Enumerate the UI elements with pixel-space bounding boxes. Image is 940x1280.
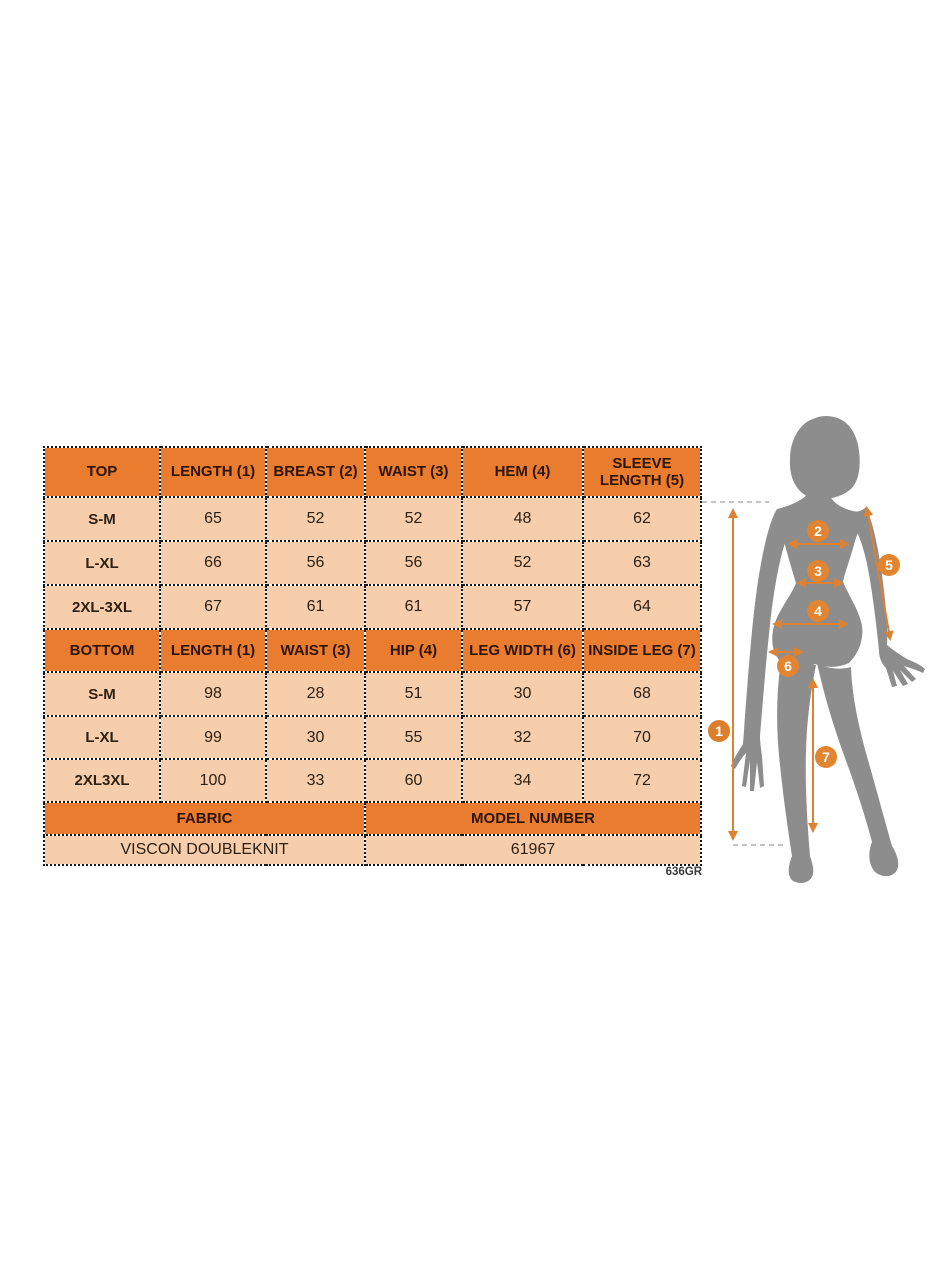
table-cell: 56 [364,540,463,586]
table-cell: 65 [159,496,267,542]
table-row: 2XL3XL 100 33 60 34 72 [43,758,702,803]
top-row-size: 2XL-3XL [43,584,161,630]
product-code: 636GR [665,866,702,878]
table-row: L-XL 99 30 55 32 70 [43,715,702,760]
table-cell: 60 [364,758,463,803]
bottom-header-inside-leg: INSIDE LEG (7) [582,628,702,673]
marker-circle-7 [815,746,837,768]
woman-silhouette [731,415,925,883]
footer-header-row: FABRIC MODEL NUMBER [43,801,702,836]
table-cell: 33 [265,758,366,803]
table-cell: 72 [582,758,702,803]
table-cell: 67 [159,584,267,630]
marker-circle-1 [708,720,730,742]
table-cell: 32 [461,715,584,760]
bottom-header-section: BOTTOM [43,628,161,673]
fabric-value: VISCON DOUBLEKNIT [43,834,366,866]
top-header-hem: HEM (4) [461,446,584,498]
table-cell: 30 [265,715,366,760]
measurement-figure-svg: 1 2 3 4 5 6 7 [702,415,925,883]
marker-circle-4 [807,600,829,622]
silhouette-left-arm [731,509,786,791]
top-header-breast: BREAST (2) [265,446,366,498]
table-cell: 52 [265,496,366,542]
silhouette-right-arm [856,507,925,687]
bottom-row-size: L-XL [43,715,161,760]
table-row: S-M 98 28 51 30 68 [43,671,702,717]
table-cell: 70 [582,715,702,760]
table-cell: 61 [265,584,366,630]
table-cell: 61 [364,584,463,630]
marker-label-2: 2 [814,523,822,539]
arrow-5-sleeve [863,506,894,641]
marker-circle-5 [878,554,900,576]
table-cell: 63 [582,540,702,586]
table-cell: 34 [461,758,584,803]
footer-value-row: VISCON DOUBLEKNIT 61967 [43,834,702,866]
marker-label-5: 5 [885,557,893,573]
table-cell: 100 [159,758,267,803]
bottom-row-size: S-M [43,671,161,717]
marker-label-6: 6 [784,658,792,674]
table-row: L-XL 66 56 56 52 63 [43,540,702,586]
marker-circle-6 [777,655,799,677]
measurement-figure: 1 2 3 4 5 6 7 [700,410,940,890]
table-cell: 99 [159,715,267,760]
top-row-size: L-XL [43,540,161,586]
bottom-header-waist: WAIST (3) [265,628,366,673]
marker-label-4: 4 [814,603,822,619]
table-row: 2XL-3XL 67 61 61 57 64 [43,584,702,630]
table-cell: 64 [582,584,702,630]
table-cell: 68 [582,671,702,717]
silhouette-head [789,415,860,499]
marker-label-3: 3 [814,563,822,579]
table-cell: 66 [159,540,267,586]
marker-label-7: 7 [822,749,830,765]
measurement-markers: 1 2 3 4 5 6 7 [708,520,900,768]
table-cell: 55 [364,715,463,760]
table-cell: 56 [265,540,366,586]
table-cell: 30 [461,671,584,717]
table-cell: 57 [461,584,584,630]
table-row: S-M 65 52 52 48 62 [43,496,702,542]
model-number-value: 61967 [364,834,702,866]
top-header-length: LENGTH (1) [159,446,267,498]
silhouette-left-leg [777,660,816,883]
bottom-header-row: BOTTOM LENGTH (1) WAIST (3) HIP (4) LEG … [43,628,702,673]
bottom-row-size: 2XL3XL [43,758,161,803]
fabric-label: FABRIC [43,801,366,836]
silhouette-right-leg [817,663,899,877]
table-cell: 62 [582,496,702,542]
table-cell: 98 [159,671,267,717]
top-header-sleeve-length: SLEEVE LENGTH (5) [582,446,702,498]
measurement-arrows [728,506,894,841]
table-cell: 52 [461,540,584,586]
marker-label-1: 1 [715,723,723,739]
size-chart-table: TOP LENGTH (1) BREAST (2) WAIST (3) HEM … [43,446,702,866]
model-number-label: MODEL NUMBER [364,801,702,836]
table-cell: 28 [265,671,366,717]
table-cell: 52 [364,496,463,542]
table-cell: 48 [461,496,584,542]
bottom-header-length: LENGTH (1) [159,628,267,673]
top-header-row: TOP LENGTH (1) BREAST (2) WAIST (3) HEM … [43,446,702,498]
bottom-header-leg-width: LEG WIDTH (6) [461,628,584,673]
top-header-section: TOP [43,446,161,498]
marker-circle-2 [807,520,829,542]
top-header-waist: WAIST (3) [364,446,463,498]
marker-circle-3 [807,560,829,582]
top-row-size: S-M [43,496,161,542]
table-cell: 51 [364,671,463,717]
bottom-header-hip: HIP (4) [364,628,463,673]
